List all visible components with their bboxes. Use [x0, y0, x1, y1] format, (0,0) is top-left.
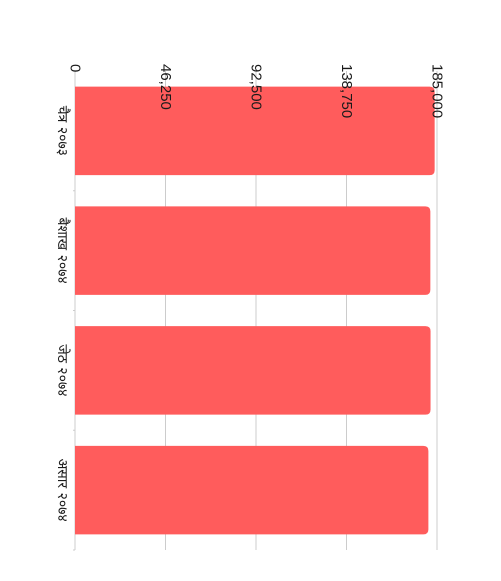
value-axis-ticks: 0 46,250 92,500 138,750 185,000: [67, 64, 446, 118]
bar: [75, 86, 435, 176]
category-label: जेठ २०७४: [54, 344, 71, 396]
category-label: बैशाख २०७४: [54, 218, 71, 284]
category-axis-labels: चैत्र २०७३ बैशाख २०७४ जेठ २०७४ असार २०७४: [54, 106, 71, 522]
category-label: चैत्र २०७३: [54, 106, 71, 156]
value-tick-label: 185,000: [429, 64, 446, 118]
value-tick-label: 138,750: [338, 64, 355, 118]
value-tick-label: 92,500: [248, 64, 265, 110]
bars: [75, 86, 435, 535]
bar: [75, 326, 431, 415]
plot-area: 0 46,250 92,500 138,750 185,000 चैत्र २०७३ बै…: [54, 64, 446, 551]
value-tick-label: 0: [67, 64, 84, 72]
bar: [75, 445, 429, 535]
value-tick-label: 46,250: [157, 64, 174, 110]
bar: [75, 206, 431, 295]
category-label: असार २०७४: [54, 459, 70, 522]
